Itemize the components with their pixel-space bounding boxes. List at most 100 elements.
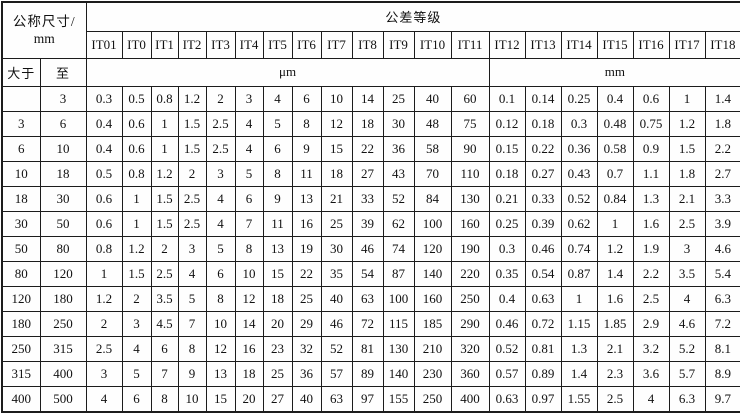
value-cell: 0.3 <box>560 110 598 137</box>
value-cell: 2.2 <box>704 135 740 162</box>
table-row: 50 80 0.8 1.2 2 3 5 8 13 19 30 46 74 120 190 0.3 0.46 0.7… <box>1 235 740 262</box>
value-cell: 4.6 <box>668 311 706 338</box>
value-cell: 2.1 <box>668 185 706 212</box>
value-cell: 1.4 <box>560 361 598 388</box>
value-cell: 210 <box>413 336 452 363</box>
value-cell: 4 <box>177 260 207 288</box>
to-cell: 10 <box>39 135 87 162</box>
value-cell: 25 <box>320 210 353 237</box>
value-cell: 320 <box>450 336 490 363</box>
value-cell: 74 <box>382 235 415 262</box>
value-cell: 100 <box>382 285 415 313</box>
value-cell: 40 <box>320 285 353 313</box>
value-cell: 8 <box>150 386 179 413</box>
value-cell: 5 <box>262 110 293 137</box>
value-cell: 1.8 <box>668 160 706 187</box>
value-cell: 0.63 <box>524 285 562 313</box>
value-cell: 43 <box>382 160 415 187</box>
value-cell: 7.2 <box>704 311 740 338</box>
to-cell: 6 <box>39 110 87 137</box>
value-cell: 120 <box>413 235 452 262</box>
value-cell: 0.36 <box>560 135 598 162</box>
value-cell: 0.46 <box>524 235 562 262</box>
grade-column-header: IT16 <box>632 30 670 59</box>
grade-column-header: IT8 <box>351 30 384 59</box>
value-cell: 0.75 <box>632 110 670 137</box>
value-cell: 10 <box>234 260 264 288</box>
value-cell: 155 <box>382 386 415 413</box>
value-cell: 20 <box>234 386 264 413</box>
value-cell: 1 <box>150 135 179 162</box>
value-cell: 23 <box>262 336 293 363</box>
table-row: 10 18 0.5 0.8 1.2 2 3 5 8 11 18 27 43 70 110 0.18 0.27 0.… <box>1 160 740 187</box>
value-cell: 0.3 <box>488 235 526 262</box>
over-cell: 400 <box>1 386 41 413</box>
value-cell: 1.15 <box>560 311 598 338</box>
value-cell: 2.5 <box>150 260 179 288</box>
value-cell: 2.5 <box>668 210 706 237</box>
header-row-grades: IT01 IT0 IT1 IT2 IT3 IT4 IT5 IT6 IT7 IT8 IT9 IT10 IT… <box>2 30 740 59</box>
value-cell: 0.46 <box>488 311 526 338</box>
value-cell: 13 <box>291 185 322 212</box>
value-cell: 160 <box>413 285 452 313</box>
grade-column-header: IT01 <box>85 30 123 59</box>
value-cell: 18 <box>262 285 293 313</box>
over-cell: 30 <box>1 210 41 237</box>
value-cell: 4.5 <box>150 311 179 338</box>
to-cell: 180 <box>39 285 87 313</box>
value-cell: 15 <box>205 386 236 413</box>
value-cell: 8 <box>205 285 236 313</box>
value-cell: 9 <box>177 361 207 388</box>
value-cell: 87 <box>382 260 415 288</box>
value-cell: 4 <box>234 135 264 162</box>
value-cell: 8 <box>234 235 264 262</box>
value-cell: 30 <box>320 235 353 262</box>
value-cell: 16 <box>234 336 264 363</box>
value-cell: 0.4 <box>85 110 123 137</box>
value-cell: 190 <box>450 235 490 262</box>
grade-column-header: IT2 <box>177 30 207 59</box>
value-cell: 5 <box>177 285 207 313</box>
value-cell: 4 <box>262 85 293 112</box>
value-cell: 140 <box>382 361 415 388</box>
over-cell: 6 <box>1 135 41 162</box>
grade-column-header: IT12 <box>488 30 526 59</box>
tolerance-grade-header: 公差等级 <box>85 1 740 32</box>
value-cell: 0.18 <box>524 110 562 137</box>
value-cell: 0.6 <box>632 85 670 112</box>
value-cell: 1.2 <box>177 85 207 112</box>
value-cell: 115 <box>382 311 415 338</box>
value-cell: 2.5 <box>596 386 634 413</box>
value-cell: 1.2 <box>150 160 179 187</box>
value-cell: 36 <box>382 135 415 162</box>
value-cell: 4 <box>85 386 123 413</box>
grade-column-header: IT13 <box>524 30 562 59</box>
value-cell: 1.85 <box>596 311 634 338</box>
value-cell: 39 <box>351 210 384 237</box>
value-cell: 25 <box>382 85 415 112</box>
over-cell: 10 <box>1 160 41 187</box>
value-cell: 0.4 <box>488 285 526 313</box>
value-cell: 11 <box>262 210 293 237</box>
value-cell: 9.7 <box>704 386 740 413</box>
to-cell: 50 <box>39 210 87 237</box>
value-cell: 0.8 <box>150 85 179 112</box>
value-cell: 22 <box>351 135 384 162</box>
value-cell: 0.72 <box>524 311 562 338</box>
micrometer-unit-header: μm <box>85 57 490 87</box>
value-cell: 5.7 <box>668 361 706 388</box>
value-cell: 90 <box>450 135 490 162</box>
value-cell: 2 <box>121 285 152 313</box>
value-cell: 6 <box>150 336 179 363</box>
value-cell: 7 <box>150 361 179 388</box>
value-cell: 1.6 <box>596 285 634 313</box>
over-cell: 120 <box>1 285 41 313</box>
value-cell: 35 <box>320 260 353 288</box>
table-row: 120 180 1.2 2 3.5 5 8 12 18 25 40 63 100 160 250 0.4 0.6… <box>1 285 740 313</box>
over-cell: 180 <box>1 311 41 338</box>
value-cell: 0.84 <box>596 185 634 212</box>
value-cell: 0.58 <box>596 135 634 162</box>
value-cell: 0.25 <box>560 85 598 112</box>
value-cell: 20 <box>262 311 293 338</box>
to-cell: 500 <box>39 386 87 413</box>
